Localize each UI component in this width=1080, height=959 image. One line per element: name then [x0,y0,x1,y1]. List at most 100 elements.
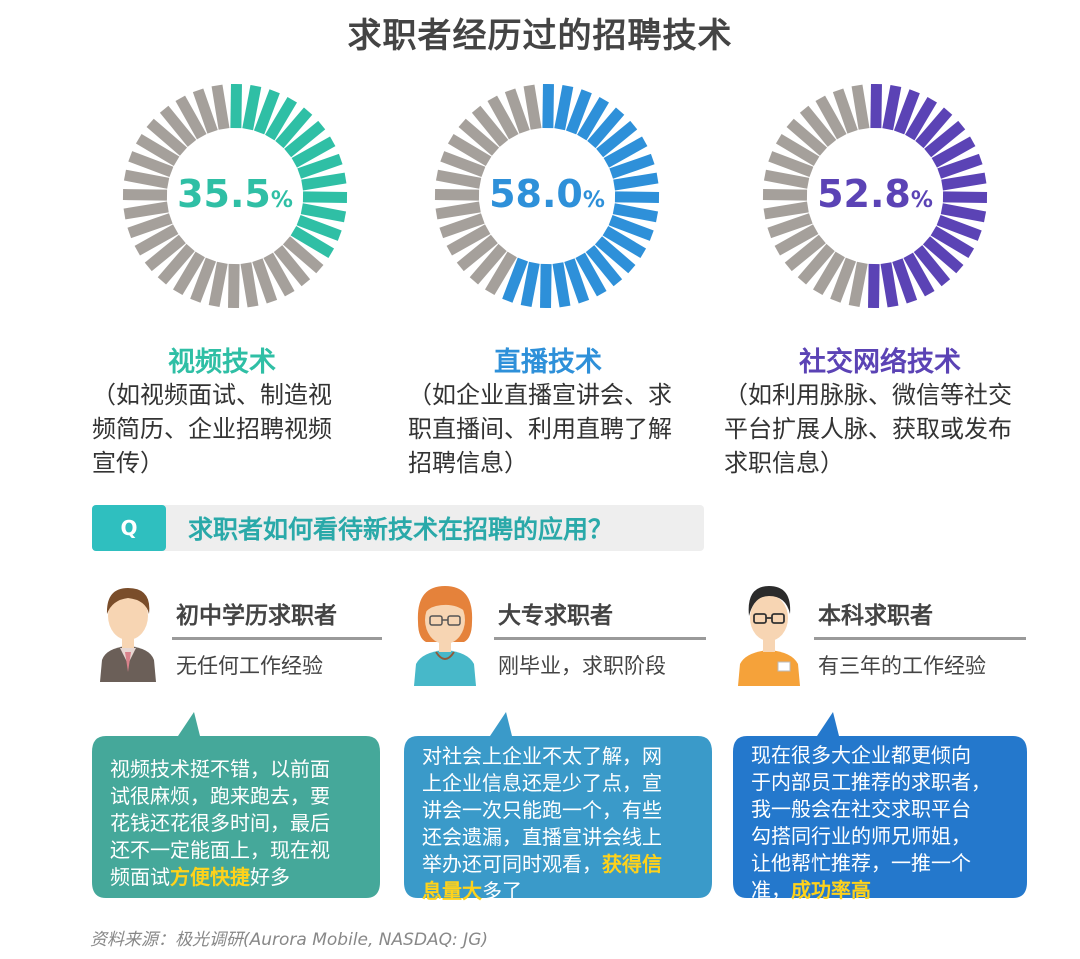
donut-segment-filled [596,120,638,158]
donut-segment-empty [523,84,542,130]
donut-segment-filled [242,84,262,131]
quote-line: 于内部员工推荐的求职者， [751,770,991,794]
donut-segment-filled [868,263,880,308]
donut-segment-filled [870,84,882,129]
quote-line: 上企业信息还是少了点，宣 [422,771,662,795]
donut-segment-empty [128,151,174,178]
donut-segment-filled [585,245,623,287]
donut-segment-empty [439,213,485,239]
donut-segment-empty [456,234,498,272]
donut-segment-empty [123,169,170,189]
donut-segment-empty [815,95,847,140]
donut-segment-empty [159,105,197,147]
donut-segment-empty [830,257,857,303]
donut-segment-empty [471,105,509,147]
donut-segment-empty [446,224,491,256]
donut-segment-empty [240,262,259,308]
donut-segment-empty [435,201,481,220]
donut-segment-empty [127,213,173,239]
donut-segment-filled [502,257,529,303]
desc-line: （如利用脉脉、微信等社交 [724,381,1012,409]
donut-segment-filled [253,89,280,135]
donut-segment-empty [784,234,826,272]
donut-segment-empty [192,88,218,134]
donut-segment-filled [275,107,313,149]
tech-title-video: 视频技术 [168,347,276,378]
donut-segment-filled [915,107,953,149]
donut-segment-filled [575,252,607,297]
quote-highlight: 方便快捷 [170,865,250,889]
donut-segment-empty [434,189,480,201]
persona-role: 本科求职者 [818,603,933,629]
donut-segment-filled [880,262,899,308]
donut-segment-empty [813,251,845,296]
donut-segment-empty [487,95,519,140]
percent-value: 52.8 [817,172,911,216]
desc-line: （如企业直播宣讲会、求 [408,381,672,409]
donut-segment-empty [282,236,324,274]
donut-segment-empty [775,134,820,166]
divider [172,637,382,640]
quote-line: 准，成功率高 [751,877,991,904]
tech-desc-social: （如利用脉脉、微信等社交 平台扩展人脉、获取或发布 求职信息） [724,378,1034,480]
donut-segment-filled [612,203,659,223]
donut-segment-filled [301,172,347,191]
divider [814,637,1026,640]
donut-segment-filled [930,226,975,258]
source-note: 资料来源：极光调研(Aurora Mobile, NASDAQ: JG) [90,930,488,950]
donut-segment-filled [937,153,983,179]
desc-line: 频简历、企业招聘视频 [92,415,332,443]
quote-line: 频面试方便快捷好多 [110,864,330,891]
percent-label-video: 35.5% [115,172,355,216]
donut-segment-empty [175,95,207,140]
donut-segment-filled [587,107,625,149]
donut-segment-empty [763,169,810,189]
donut-segment-empty [144,234,186,272]
percent-value: 58.0 [489,172,583,216]
desc-line: 职直播间、利用直聘了解 [408,415,672,443]
quote-line: 讲会一次只能跑一个，有些 [422,798,662,822]
quote-highlight: 获得信 [602,852,662,876]
divider [494,637,706,640]
desc-line: 宣传） [92,449,164,477]
donut-segment-filled [552,262,571,308]
percent-label-social: 52.8% [755,172,995,216]
quote-line: 还会遗漏，直播宣讲会线上 [422,825,662,849]
donut-segment-filled [300,203,347,223]
donut-segment-filled [903,252,935,297]
speech-bubble [92,712,380,898]
percent-unit: % [270,188,293,213]
donut-segment-filled [936,214,982,241]
quote-text-plain: 准， [751,878,791,902]
donut-segment-filled [942,191,988,203]
donut-segment-filled [609,153,655,179]
question-text: 求职者如何看待新技术在招聘的应用？ [188,515,614,544]
quote-line: 举办还可同时观看，获得信 [422,851,662,878]
donut-segment-empty [157,243,195,285]
donut-segment-empty [504,88,530,134]
quote-line: 让他帮忙推荐，一推一个 [751,851,971,875]
donut-segment-empty [252,258,278,304]
quote-text: 视频技术挺不错，以前面 试很麻烦，跑来跑去，要 花钱还花很多时间，最后 还不一定… [110,756,330,891]
question-icon: Q [92,505,166,551]
quote-highlight: 成功率高 [791,878,871,902]
donut-segment-empty [190,257,217,303]
quote-text: 现在很多大企业都更倾向 于内部员工推荐的求职者， 我一般会在社交求职平台 勾搭同… [751,742,991,904]
donut-segment-empty [768,151,814,178]
donut-segment-empty [848,261,868,308]
donut-segment-filled [540,263,552,308]
tech-desc-live: （如企业直播宣讲会、求 职直播间、利用直聘了解 招聘信息） [408,378,718,480]
quote-text-plain: 频面试 [110,865,170,889]
quote-line: 勾搭同行业的师兄师姐， [751,824,971,848]
donut-segment-filled [284,120,326,158]
donut-segment-filled [931,136,976,168]
donut-segment-empty [273,245,311,287]
donut-segment-empty [774,224,819,256]
donut-segment-filled [554,84,574,131]
quote-line: 我一般会在社交求职平台 [751,797,971,821]
quote-line: 现在很多大企业都更倾向 [751,743,971,767]
page-title: 求职者经历过的招聘技术 [347,16,733,56]
donut-segment-filled [913,245,951,287]
percent-unit: % [910,188,933,213]
donut-segment-filled [893,89,920,135]
